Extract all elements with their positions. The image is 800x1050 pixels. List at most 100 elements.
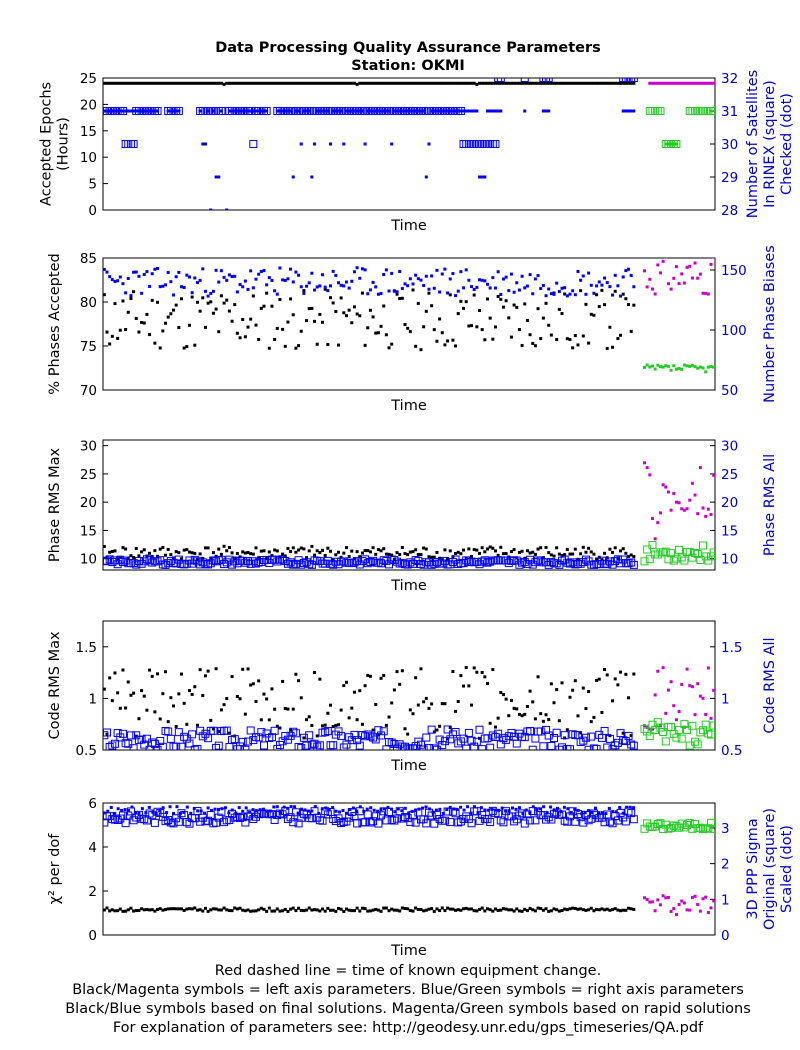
data-dot	[456, 289, 460, 293]
data-square	[480, 734, 489, 743]
data-square	[209, 726, 218, 735]
data-square	[214, 813, 223, 822]
data-square	[137, 735, 146, 744]
data-dot	[504, 907, 508, 911]
data-dot	[661, 365, 665, 369]
data-square	[486, 557, 495, 566]
data-dot	[103, 267, 106, 271]
data-dot	[390, 553, 394, 557]
footer-line-2: Black/Magenta symbols = left axis parame…	[72, 982, 744, 998]
data-dot	[432, 909, 436, 913]
data-dot	[549, 805, 553, 809]
data-square	[339, 818, 348, 827]
data-dot	[688, 498, 692, 502]
data-dot	[121, 81, 125, 85]
data-dot	[334, 553, 338, 557]
data-dot	[158, 285, 162, 289]
data-dot	[483, 675, 487, 679]
data-dot	[310, 306, 314, 310]
data-square	[174, 817, 183, 826]
data-dot	[427, 142, 431, 146]
data-dot	[656, 81, 660, 85]
data-dot	[339, 708, 343, 712]
data-dot	[685, 81, 689, 85]
data-dot	[496, 909, 500, 913]
data-dot	[386, 805, 390, 809]
data-dot	[259, 269, 263, 273]
data-dot	[392, 908, 396, 912]
data-dot	[525, 909, 529, 913]
data-dot	[148, 284, 152, 288]
data-dot	[448, 109, 452, 113]
data-dot	[177, 326, 181, 330]
data-dot	[262, 907, 266, 911]
data-dot	[153, 109, 157, 113]
data-dot	[406, 907, 410, 911]
data-dot	[422, 700, 426, 704]
data-dot	[400, 287, 404, 291]
data-dot	[403, 806, 407, 810]
data-square	[589, 744, 598, 750]
data-dot	[118, 907, 122, 911]
data-dot	[286, 806, 290, 810]
data-dot	[368, 674, 372, 678]
data-dot	[334, 309, 338, 313]
data-dot	[161, 284, 165, 288]
data-dot	[504, 275, 508, 279]
data-dot	[424, 696, 428, 700]
data-dot	[536, 675, 540, 679]
data-dot	[701, 696, 705, 700]
data-dot	[334, 81, 338, 85]
data-dot	[648, 900, 652, 904]
data-dot	[267, 346, 271, 350]
data-dot	[693, 261, 697, 265]
data-square	[132, 731, 141, 740]
data-dot	[118, 109, 122, 113]
data-dot	[267, 550, 271, 554]
data-dot	[400, 809, 404, 813]
data-dot	[366, 549, 370, 553]
data-square	[565, 745, 574, 750]
data-dot	[587, 690, 591, 694]
data-dot	[299, 329, 303, 333]
data-dot	[315, 81, 319, 85]
data-square	[542, 725, 551, 734]
data-dot	[279, 811, 283, 815]
data-square	[126, 140, 135, 148]
data-dot	[584, 908, 588, 912]
data-dot	[281, 327, 285, 331]
data-dot	[132, 556, 136, 560]
data-dot	[262, 692, 266, 696]
data-dot	[105, 270, 109, 274]
data-dot	[565, 728, 569, 732]
data-dot	[682, 281, 686, 285]
data-dot	[504, 299, 508, 303]
data-dot	[313, 805, 317, 809]
data-dot	[233, 274, 237, 278]
data-dot	[382, 272, 386, 276]
data-dot	[696, 366, 700, 370]
data-dot	[573, 906, 577, 910]
data-dot	[350, 321, 354, 325]
data-dot	[182, 81, 186, 85]
data-dot	[379, 549, 383, 553]
data-square	[515, 560, 524, 569]
right-tick-label: 30	[721, 439, 738, 455]
data-square	[488, 140, 497, 148]
data-dot	[326, 711, 330, 715]
data-dot	[451, 81, 455, 85]
data-dot	[520, 274, 524, 278]
data-dot	[286, 707, 290, 711]
data-dot	[352, 81, 356, 85]
data-dot	[230, 275, 234, 279]
data-dot	[427, 807, 431, 811]
data-dot	[241, 908, 245, 912]
data-dot	[472, 805, 476, 809]
data-dot	[512, 706, 516, 710]
data-dot	[669, 81, 673, 85]
data-dot	[398, 109, 402, 113]
data-dot	[286, 277, 290, 281]
data-dot	[387, 552, 391, 556]
data-dot	[219, 552, 223, 556]
data-dot	[462, 286, 466, 290]
